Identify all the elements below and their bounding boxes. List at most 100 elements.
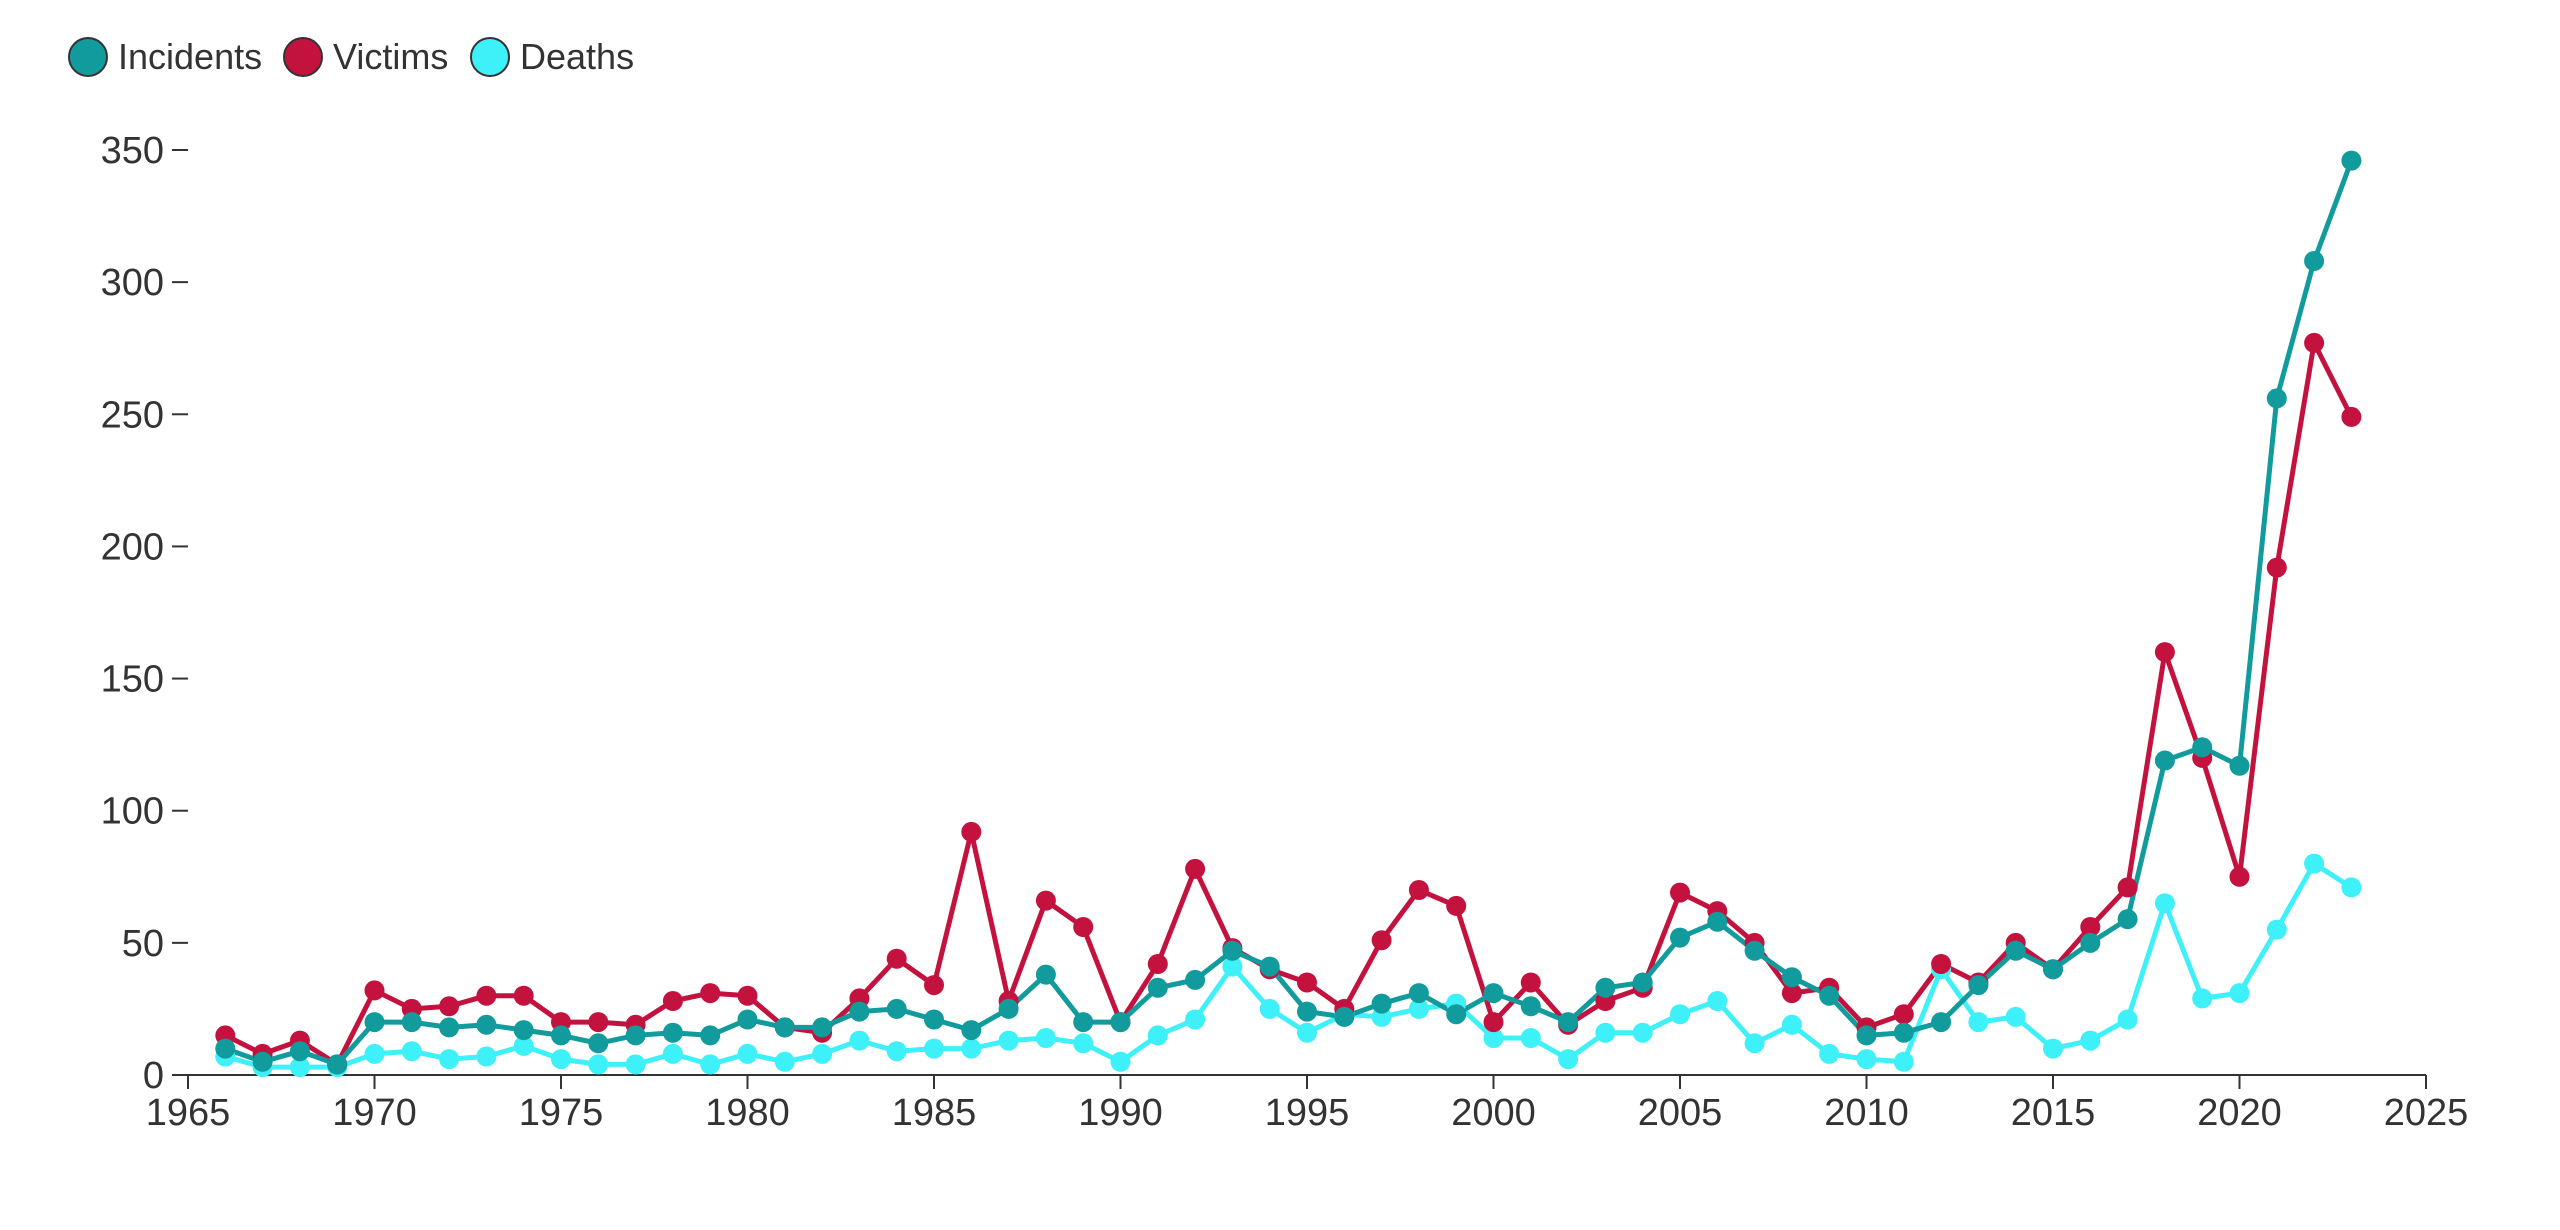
data-point-deaths[interactable] (2266, 919, 2287, 940)
data-point-deaths[interactable] (2229, 983, 2250, 1004)
data-point-incidents[interactable] (924, 1009, 944, 1030)
data-point-victims[interactable] (1185, 858, 1206, 879)
data-point-victims[interactable] (439, 996, 460, 1017)
data-point-incidents[interactable] (289, 1041, 310, 1062)
data-point-incidents[interactable] (2043, 959, 2063, 980)
data-point-incidents[interactable] (588, 1033, 609, 1054)
data-point-incidents[interactable] (1819, 985, 1840, 1006)
data-point-victims[interactable] (886, 948, 907, 969)
data-point-incidents[interactable] (551, 1025, 571, 1046)
data-point-deaths[interactable] (849, 1030, 870, 1051)
data-point-deaths[interactable] (1408, 998, 1429, 1019)
data-point-deaths[interactable] (998, 1030, 1019, 1051)
legend-item-deaths[interactable]: Deaths (470, 36, 634, 77)
data-point-deaths[interactable] (1968, 1012, 1989, 1033)
data-point-victims[interactable] (1670, 882, 1690, 903)
data-point-deaths[interactable] (1781, 1014, 1802, 1035)
data-point-victims[interactable] (1893, 1004, 1914, 1025)
data-point-deaths[interactable] (774, 1051, 795, 1072)
data-point-incidents[interactable] (1707, 911, 1728, 932)
data-point-deaths[interactable] (2192, 988, 2213, 1009)
data-point-deaths[interactable] (2005, 1006, 2026, 1027)
data-point-incidents[interactable] (1334, 1006, 1355, 1027)
data-point-victims[interactable] (662, 991, 683, 1011)
data-point-deaths[interactable] (1035, 1028, 1056, 1048)
data-point-victims[interactable] (1520, 972, 1541, 993)
data-point-incidents[interactable] (1520, 996, 1541, 1017)
data-point-incidents[interactable] (1856, 1025, 1877, 1046)
data-point-incidents[interactable] (1931, 1012, 1952, 1033)
data-point-incidents[interactable] (1781, 967, 1802, 988)
data-point-incidents[interactable] (1185, 969, 1206, 990)
data-point-deaths[interactable] (2117, 1009, 2138, 1030)
data-point-victims[interactable] (2154, 642, 2175, 663)
data-point-deaths[interactable] (1297, 1022, 1317, 1043)
data-point-victims[interactable] (2304, 332, 2325, 353)
data-point-incidents[interactable] (2117, 909, 2138, 930)
data-point-incidents[interactable] (439, 1017, 460, 1038)
data-point-deaths[interactable] (1819, 1043, 1840, 1064)
data-point-incidents[interactable] (2266, 388, 2287, 409)
data-point-victims[interactable] (364, 980, 385, 1001)
data-point-deaths[interactable] (2043, 1038, 2063, 1059)
data-point-incidents[interactable] (252, 1051, 273, 1072)
data-point-deaths[interactable] (700, 1054, 721, 1075)
data-point-victims[interactable] (2117, 877, 2138, 898)
data-point-incidents[interactable] (1147, 977, 1168, 998)
data-point-incidents[interactable] (1259, 956, 1280, 977)
data-point-deaths[interactable] (886, 1041, 907, 1062)
data-point-incidents[interactable] (849, 1001, 870, 1022)
data-point-deaths[interactable] (961, 1038, 982, 1059)
data-point-victims[interactable] (961, 821, 982, 842)
data-point-incidents[interactable] (1744, 940, 1765, 961)
data-point-incidents[interactable] (1371, 993, 1392, 1014)
data-point-victims[interactable] (1931, 954, 1952, 974)
data-point-incidents[interactable] (1073, 1012, 1094, 1033)
data-point-deaths[interactable] (1595, 1022, 1616, 1043)
data-point-victims[interactable] (1446, 895, 1467, 916)
data-point-victims[interactable] (1073, 917, 1094, 937)
data-point-victims[interactable] (2080, 917, 2101, 937)
data-point-deaths[interactable] (1259, 998, 1280, 1019)
data-point-deaths[interactable] (1147, 1025, 1168, 1046)
data-point-incidents[interactable] (1110, 1012, 1131, 1033)
data-point-incidents[interactable] (1968, 975, 1989, 996)
data-point-incidents[interactable] (998, 998, 1019, 1019)
data-point-incidents[interactable] (2304, 251, 2325, 271)
data-point-deaths[interactable] (737, 1043, 758, 1064)
data-point-deaths[interactable] (662, 1043, 683, 1064)
legend-item-incidents[interactable]: Incidents (68, 36, 262, 77)
data-point-deaths[interactable] (2304, 853, 2325, 874)
data-point-victims[interactable] (1408, 880, 1429, 900)
data-point-incidents[interactable] (2005, 940, 2026, 961)
data-point-incidents[interactable] (513, 1020, 534, 1041)
data-point-deaths[interactable] (1520, 1028, 1541, 1048)
data-point-deaths[interactable] (1483, 1028, 1504, 1048)
data-point-incidents[interactable] (1035, 964, 1056, 985)
data-point-victims[interactable] (737, 985, 758, 1006)
data-point-deaths[interactable] (1744, 1033, 1765, 1054)
data-point-incidents[interactable] (1670, 927, 1690, 948)
data-point-incidents[interactable] (812, 1017, 833, 1038)
data-point-incidents[interactable] (1408, 983, 1429, 1004)
data-point-deaths[interactable] (588, 1054, 609, 1075)
data-point-deaths[interactable] (1632, 1022, 1653, 1043)
data-point-deaths[interactable] (1185, 1009, 1206, 1030)
data-point-deaths[interactable] (1222, 956, 1243, 977)
data-point-deaths[interactable] (625, 1054, 646, 1075)
data-point-victims[interactable] (1781, 983, 1802, 1004)
data-point-deaths[interactable] (2154, 893, 2175, 914)
data-point-deaths[interactable] (924, 1038, 944, 1059)
data-point-incidents[interactable] (1483, 983, 1504, 1004)
data-point-deaths[interactable] (812, 1043, 833, 1064)
data-point-victims[interactable] (476, 985, 497, 1006)
data-point-incidents[interactable] (662, 1022, 683, 1043)
data-point-incidents[interactable] (327, 1054, 348, 1075)
data-point-incidents[interactable] (961, 1020, 982, 1041)
data-point-incidents[interactable] (2192, 737, 2213, 758)
data-point-deaths[interactable] (289, 1057, 310, 1078)
data-point-incidents[interactable] (886, 998, 907, 1019)
data-point-victims[interactable] (513, 985, 534, 1006)
data-point-incidents[interactable] (774, 1017, 795, 1038)
data-point-deaths[interactable] (551, 1049, 571, 1070)
